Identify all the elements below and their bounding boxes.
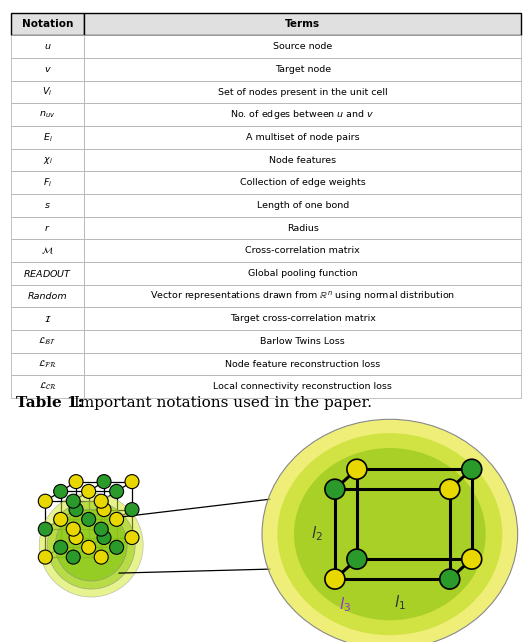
Circle shape bbox=[462, 549, 481, 569]
Circle shape bbox=[462, 459, 481, 479]
Circle shape bbox=[347, 459, 367, 479]
Circle shape bbox=[55, 509, 127, 581]
Ellipse shape bbox=[277, 433, 502, 635]
Text: Table 1:: Table 1: bbox=[16, 396, 83, 410]
Circle shape bbox=[54, 512, 68, 526]
Circle shape bbox=[347, 549, 367, 569]
Circle shape bbox=[110, 485, 123, 498]
Circle shape bbox=[94, 550, 108, 564]
Circle shape bbox=[66, 494, 80, 508]
Ellipse shape bbox=[294, 448, 486, 620]
Circle shape bbox=[325, 569, 345, 589]
Circle shape bbox=[94, 494, 108, 508]
Circle shape bbox=[38, 494, 52, 508]
Circle shape bbox=[440, 479, 460, 499]
Circle shape bbox=[97, 530, 111, 544]
Text: Important notations used in the paper.: Important notations used in the paper. bbox=[69, 396, 372, 410]
Circle shape bbox=[97, 474, 111, 489]
Circle shape bbox=[69, 503, 83, 517]
Circle shape bbox=[54, 485, 68, 498]
Circle shape bbox=[66, 550, 80, 564]
Circle shape bbox=[81, 541, 96, 554]
Text: $l_3$: $l_3$ bbox=[339, 595, 351, 614]
Circle shape bbox=[125, 530, 139, 544]
Circle shape bbox=[110, 512, 123, 526]
Circle shape bbox=[325, 479, 345, 499]
Circle shape bbox=[125, 503, 139, 517]
Circle shape bbox=[47, 501, 135, 589]
Text: $l_1$: $l_1$ bbox=[394, 593, 406, 612]
Circle shape bbox=[440, 569, 460, 589]
Circle shape bbox=[97, 503, 111, 517]
Circle shape bbox=[81, 485, 96, 498]
Circle shape bbox=[39, 493, 143, 597]
Ellipse shape bbox=[262, 419, 518, 642]
Circle shape bbox=[110, 541, 123, 554]
Circle shape bbox=[38, 522, 52, 536]
Circle shape bbox=[54, 541, 68, 554]
Circle shape bbox=[125, 474, 139, 489]
Circle shape bbox=[38, 550, 52, 564]
Circle shape bbox=[69, 474, 83, 489]
Text: $l_2$: $l_2$ bbox=[311, 525, 323, 544]
Circle shape bbox=[81, 512, 96, 526]
Circle shape bbox=[94, 522, 108, 536]
Circle shape bbox=[66, 522, 80, 536]
Circle shape bbox=[69, 530, 83, 544]
